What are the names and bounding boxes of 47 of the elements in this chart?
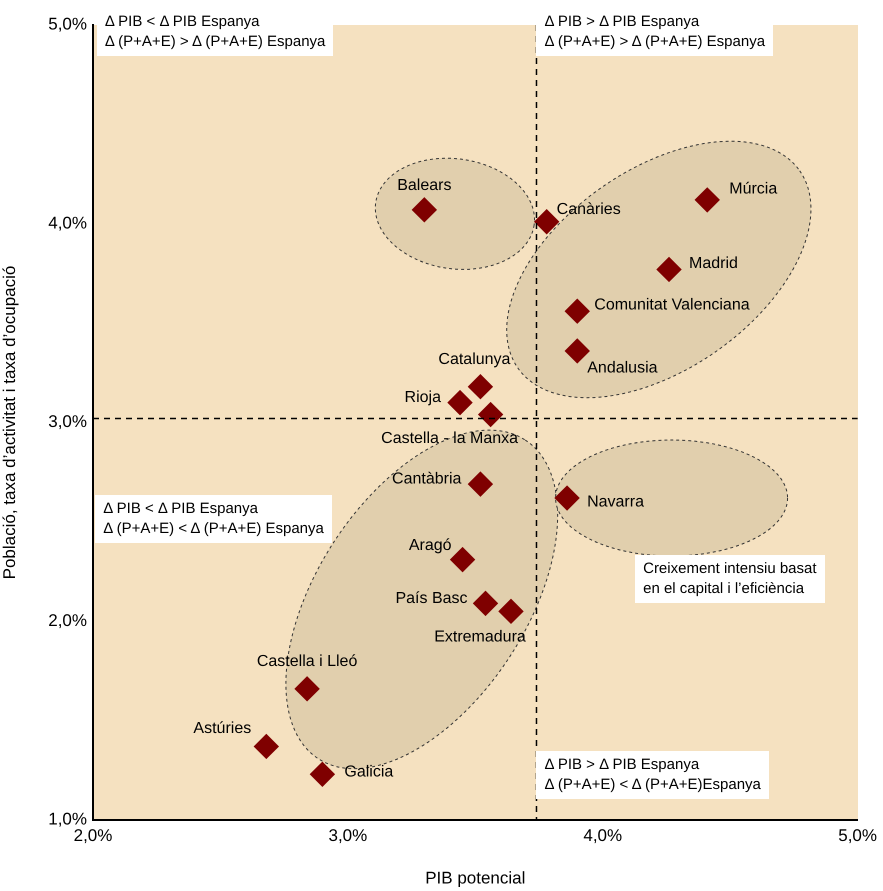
point <box>468 374 493 400</box>
y-tick-label: 3,0% <box>48 412 87 432</box>
point <box>534 209 560 234</box>
x-axis-title: PIB potencial <box>425 868 526 888</box>
point <box>254 734 279 759</box>
point <box>564 298 590 324</box>
data-label: Castella i Lleó <box>256 653 358 670</box>
y-axis-title: Població, taxa d’activitat i taxa d’ocupació <box>0 266 19 580</box>
data-label: Cantàbria <box>392 470 462 488</box>
data-label: Astúries <box>193 720 252 737</box>
point <box>450 547 476 572</box>
point <box>656 256 682 282</box>
data-label: Balears <box>397 177 452 194</box>
annotation: Δ PIB > Δ PIB Espanya Δ (P+A+E) > Δ (P+A+E) Espanya <box>536 8 774 56</box>
data-label: Castella - la Manxa <box>381 430 518 447</box>
data-label: Comunitat Valenciana <box>594 296 750 314</box>
data-label: Andalusia <box>587 359 658 376</box>
x-tick-label: 3,0% <box>328 826 368 845</box>
point <box>478 402 504 428</box>
y-tick-label: 4,0% <box>48 213 87 232</box>
point <box>448 390 473 416</box>
data-label: Aragó <box>408 537 452 554</box>
data-label: Extremadura <box>434 628 526 646</box>
y-tick-label: 5,0% <box>48 14 87 34</box>
data-label: Catalunya <box>438 351 511 368</box>
point <box>468 472 493 497</box>
annotation: Creixement intensiu basat en el capital i l’eficiència <box>635 554 825 603</box>
point <box>498 598 524 624</box>
data-label: Galicia <box>344 764 394 781</box>
annotation: Δ PIB < Δ PIB Espanya Δ (P+A+E) > Δ (P+A+E) Espanya <box>96 8 334 56</box>
x-tick-label: 4,0% <box>583 826 622 845</box>
data-label: Múrcia <box>729 180 778 198</box>
data-label: País Basc <box>395 590 468 607</box>
x-tick-label: 5,0% <box>838 826 877 845</box>
point <box>294 676 320 702</box>
annotation: Δ PIB < Δ PIB Espanya Δ (P+A+E) < Δ (P+A+E) Espanya <box>95 495 332 544</box>
data-label: Rioja <box>404 389 442 406</box>
annotation: Δ PIB > Δ PIB Espanya Δ (P+A+E) < Δ (P+A+E)Espanya <box>536 750 769 799</box>
point <box>412 197 437 222</box>
data-label: Navarra <box>587 493 644 510</box>
point <box>554 486 580 511</box>
data-label: Madrid <box>689 254 738 272</box>
y-tick-label: 2,0% <box>48 610 87 630</box>
point <box>473 590 498 616</box>
point <box>310 762 335 787</box>
data-label: Canàries <box>556 201 621 218</box>
point <box>694 187 720 212</box>
